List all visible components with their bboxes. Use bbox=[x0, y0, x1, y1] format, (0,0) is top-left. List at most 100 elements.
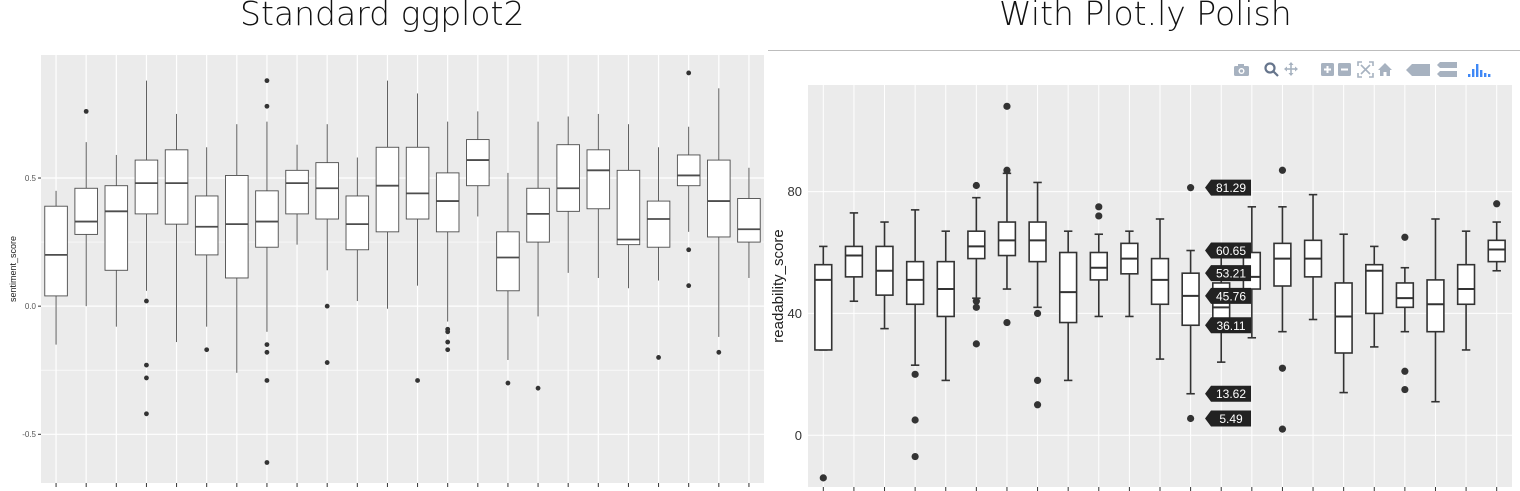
box-group[interactable] bbox=[1395, 233, 1415, 394]
box-body[interactable] bbox=[1273, 242, 1292, 287]
box-group[interactable] bbox=[967, 181, 986, 348]
box-body[interactable] bbox=[1120, 242, 1139, 275]
outlier-point[interactable] bbox=[1278, 364, 1287, 372]
zoom-out-icon[interactable] bbox=[1338, 63, 1351, 76]
box-group[interactable] bbox=[1487, 200, 1506, 272]
box-body[interactable] bbox=[936, 260, 955, 318]
box-body[interactable] bbox=[1181, 272, 1200, 327]
box-body[interactable] bbox=[1456, 263, 1476, 306]
outlier-point[interactable] bbox=[1187, 414, 1195, 423]
autoscale-icon[interactable] bbox=[1357, 61, 1374, 78]
outlier-point[interactable] bbox=[972, 297, 980, 305]
box-body[interactable] bbox=[905, 260, 925, 306]
outlier-point[interactable] bbox=[1095, 203, 1103, 211]
zoom-in-icon[interactable] bbox=[1321, 63, 1334, 76]
box-group[interactable] bbox=[1426, 218, 1445, 403]
box-group[interactable] bbox=[1242, 206, 1262, 339]
box-group[interactable] bbox=[1273, 166, 1292, 433]
box-body[interactable] bbox=[875, 245, 894, 296]
box-body[interactable] bbox=[1150, 257, 1170, 306]
box-group[interactable] bbox=[1150, 218, 1170, 360]
hover-closest-icon[interactable] bbox=[1406, 64, 1430, 76]
box-body[interactable] bbox=[1303, 239, 1323, 278]
plotly-logo-icon[interactable] bbox=[1468, 64, 1491, 77]
outlier-point[interactable] bbox=[1033, 401, 1042, 409]
camera-icon[interactable] bbox=[1234, 64, 1249, 76]
outlier-point[interactable] bbox=[819, 474, 827, 482]
box-group[interactable] bbox=[844, 212, 864, 303]
outlier-point[interactable] bbox=[911, 370, 919, 378]
box-body[interactable] bbox=[814, 263, 833, 351]
outlier-point bbox=[264, 349, 270, 355]
box-body[interactable] bbox=[844, 245, 864, 278]
hover-tooltip-label: 5.49 bbox=[1219, 412, 1243, 426]
outlier-point bbox=[324, 303, 330, 309]
y-tick-label: 0.0 bbox=[25, 302, 37, 311]
outlier-point[interactable] bbox=[972, 303, 980, 311]
box-group[interactable] bbox=[814, 245, 833, 482]
outlier-point[interactable] bbox=[972, 340, 980, 348]
box-group[interactable] bbox=[875, 221, 894, 330]
box-body[interactable] bbox=[1058, 251, 1078, 324]
hover-tooltip-box bbox=[1205, 242, 1252, 259]
box-body[interactable] bbox=[1089, 251, 1109, 281]
outlier-point[interactable] bbox=[1278, 425, 1287, 433]
outlier-point[interactable] bbox=[1401, 385, 1409, 394]
outlier-point bbox=[445, 347, 451, 353]
outlier-point[interactable] bbox=[911, 416, 919, 424]
box-group bbox=[616, 124, 641, 289]
box-body[interactable] bbox=[997, 221, 1017, 257]
box-group[interactable] bbox=[1212, 242, 1231, 363]
outlier-point[interactable] bbox=[1095, 212, 1103, 220]
outlier-point[interactable] bbox=[1401, 367, 1409, 375]
outlier-point bbox=[264, 78, 270, 84]
box-group[interactable] bbox=[1058, 230, 1078, 382]
outlier-point[interactable] bbox=[1187, 184, 1195, 192]
outlier-point[interactable] bbox=[972, 181, 980, 190]
box-group[interactable] bbox=[1089, 203, 1109, 318]
box-group[interactable] bbox=[1365, 245, 1384, 348]
box-group bbox=[164, 113, 189, 343]
box-body[interactable] bbox=[1426, 279, 1445, 333]
box-group[interactable] bbox=[1120, 230, 1139, 318]
outlier-point[interactable] bbox=[1003, 166, 1011, 174]
box-body[interactable] bbox=[1395, 282, 1415, 309]
box-body bbox=[285, 169, 309, 215]
box-body bbox=[255, 190, 279, 248]
hover-compare-icon[interactable] bbox=[1437, 62, 1457, 77]
zoom-icon[interactable] bbox=[1264, 62, 1279, 77]
box-body[interactable] bbox=[1334, 282, 1353, 354]
box-body[interactable] bbox=[1242, 251, 1262, 290]
box-group[interactable] bbox=[1456, 230, 1476, 351]
outlier-point[interactable] bbox=[1033, 376, 1042, 385]
box-group[interactable] bbox=[1303, 193, 1323, 321]
box-group bbox=[435, 121, 460, 353]
outlier-point[interactable] bbox=[1401, 233, 1409, 241]
outlier-point[interactable] bbox=[1493, 200, 1501, 208]
box-group[interactable] bbox=[905, 209, 925, 461]
outlier-point[interactable] bbox=[1003, 318, 1011, 327]
box-group[interactable] bbox=[1334, 233, 1353, 394]
box-group[interactable] bbox=[1181, 184, 1200, 423]
box-body[interactable] bbox=[1028, 221, 1047, 263]
outlier-point[interactable] bbox=[1003, 102, 1011, 110]
box-body[interactable] bbox=[1365, 263, 1384, 315]
box-group[interactable] bbox=[1028, 181, 1047, 409]
box-body[interactable] bbox=[1487, 239, 1506, 263]
outlier-point[interactable] bbox=[911, 452, 919, 461]
home-icon[interactable] bbox=[1378, 63, 1392, 76]
outlier-point bbox=[264, 342, 270, 348]
box-body bbox=[707, 159, 731, 238]
box-body bbox=[526, 187, 550, 243]
pan-icon[interactable] bbox=[1284, 62, 1298, 76]
outlier-point bbox=[415, 378, 420, 383]
box-body[interactable] bbox=[1212, 282, 1231, 327]
outlier-point[interactable] bbox=[1033, 309, 1042, 318]
box-body[interactable] bbox=[967, 230, 986, 260]
box-group[interactable] bbox=[936, 230, 955, 382]
box-group[interactable] bbox=[997, 102, 1017, 327]
outlier-point[interactable] bbox=[1278, 166, 1287, 174]
right-chart-title: With Plot.ly Polish bbox=[999, 0, 1292, 33]
box-body bbox=[194, 195, 219, 256]
outlier-point bbox=[686, 283, 692, 289]
